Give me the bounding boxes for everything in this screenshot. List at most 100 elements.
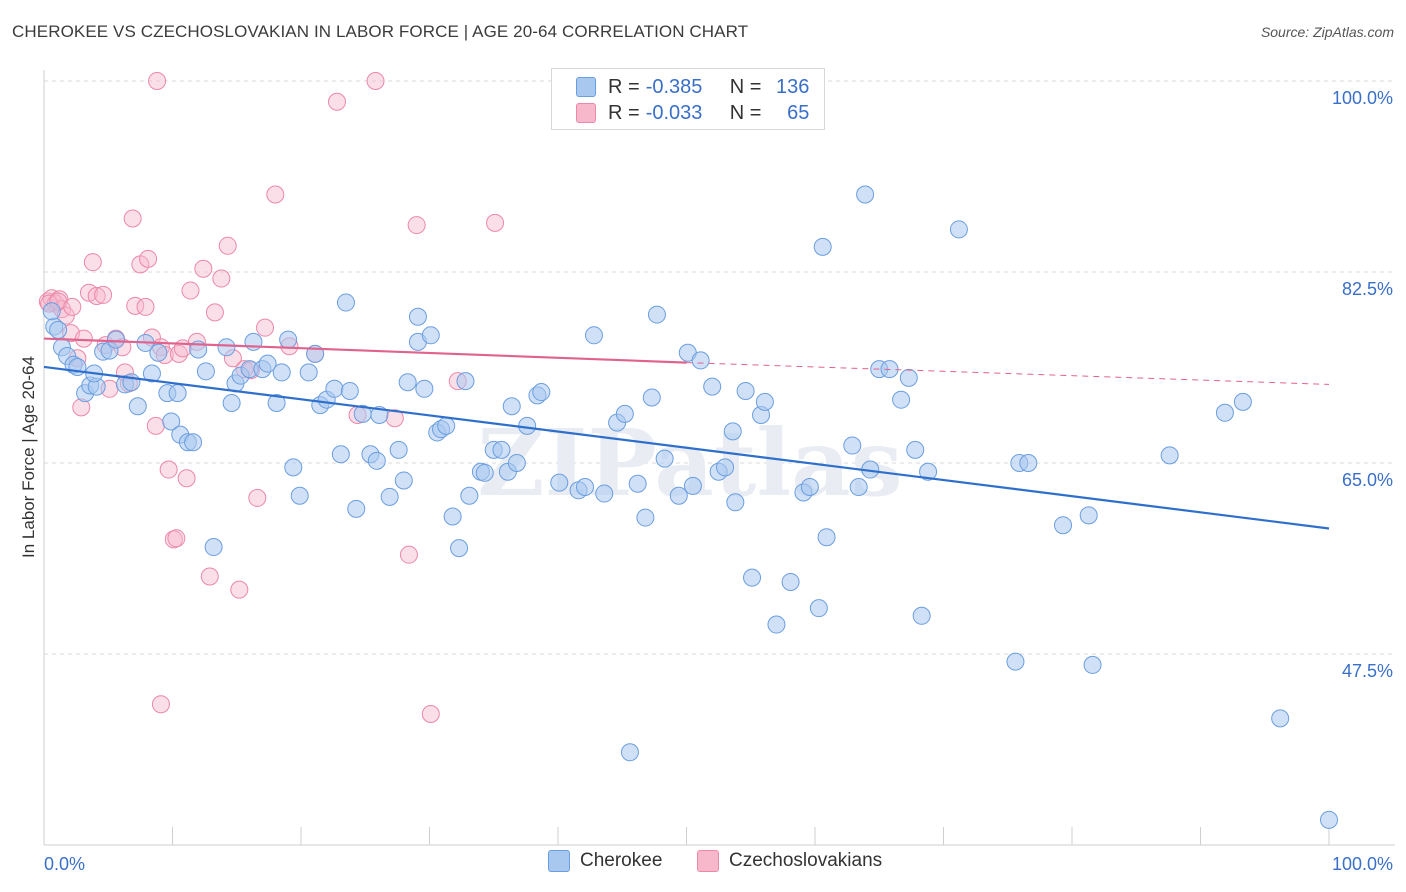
cherokee-point (892, 390, 911, 409)
cherokee-point (325, 379, 344, 398)
czechoslovakians-point (83, 253, 102, 272)
cherokee-point (691, 351, 710, 370)
czechoslovakians-point (148, 72, 167, 90)
cherokee-point (502, 397, 521, 416)
cherokee-point (1233, 392, 1252, 411)
cherokee-point (703, 377, 722, 396)
cherokee-swatch (576, 77, 596, 97)
legend-label: Czechoslovakians (729, 850, 883, 871)
cherokee-point (856, 185, 875, 204)
cherokee-point (272, 363, 291, 382)
czechoslovakians-point (399, 545, 418, 564)
cherokee-point (595, 484, 614, 503)
cherokee-point (456, 372, 475, 391)
cherokee-point (1271, 709, 1290, 728)
czechoslovakians-point (248, 488, 267, 507)
cherokee-point (267, 393, 286, 412)
cherokee-swatch (548, 850, 570, 872)
r-value: -0.385 (645, 75, 703, 98)
czechoslovakians-point (256, 318, 275, 337)
cherokee-point (142, 364, 161, 383)
cherokee-point (906, 440, 925, 459)
cherokee-point (912, 606, 931, 625)
czechoslovakians-point (486, 213, 505, 232)
y-tick-label: 82.5% (1342, 279, 1393, 299)
cherokee-point (284, 458, 303, 477)
cherokee-point (1006, 652, 1025, 671)
cherokee-point (575, 478, 594, 497)
cherokee-point (1079, 506, 1098, 525)
y-tick-label: 47.5% (1342, 661, 1393, 681)
cherokee-point (258, 354, 277, 373)
cherokee-points (42, 72, 1338, 829)
czechoslovakians-point (146, 416, 165, 435)
legend-item-cherokee[interactable]: Cherokee (548, 850, 662, 872)
cherokee-point (642, 388, 661, 407)
cherokee-point (755, 392, 774, 411)
cherokee-point (550, 473, 569, 492)
cherokee-point (669, 486, 688, 505)
czechoslovakians-point (94, 285, 113, 304)
cherokee-point (655, 449, 674, 468)
cherokee-point (1054, 516, 1073, 535)
r-label: R = (608, 101, 640, 124)
cherokee-point (408, 307, 427, 326)
cherokee-point (204, 538, 223, 557)
czechoslovakians-point (181, 281, 200, 300)
cherokee-point (42, 302, 61, 321)
cherokee-point (743, 568, 762, 587)
czechoslovakians-point (421, 705, 440, 724)
czechoslovakians-point (366, 72, 385, 90)
czechoslovakians-point (139, 249, 158, 268)
cherokee-point (813, 237, 832, 256)
cherokee-point (299, 363, 318, 382)
cherokee-point (817, 528, 836, 547)
cherokee-point (128, 397, 147, 416)
cherokee-point (244, 332, 263, 351)
cherokee-point (443, 507, 462, 526)
czechoslovakians-point (266, 185, 285, 204)
cherokee-point (899, 368, 918, 387)
czechoslovakians-point (177, 469, 196, 488)
cherokee-point (716, 458, 735, 477)
czechoslovakians-point (407, 216, 426, 235)
cherokee-point (398, 373, 417, 392)
cherokee-point (394, 471, 413, 490)
czechoslovakians-point (212, 269, 231, 288)
cherokee-point (849, 478, 868, 497)
legend-item-czechoslovakians[interactable]: Czechoslovakians (697, 850, 882, 872)
cherokee-point (415, 379, 434, 398)
cherokee-point (919, 462, 938, 481)
stats-row-cherokee: R = -0.385 N = 136 (576, 75, 809, 99)
n-label: N = (729, 75, 762, 98)
cherokee-point (949, 220, 968, 239)
n-value: 65 (787, 101, 810, 124)
cherokee-point (809, 599, 828, 618)
cherokee-point (340, 381, 359, 400)
cherokee-point (532, 383, 551, 402)
cherokee-point (184, 433, 203, 452)
r-label: R = (608, 75, 640, 98)
axis-labels: 100.0% 82.5% 65.0% 47.5% 0.0% 100.0% In Labor … (19, 88, 1393, 874)
czechoslovakians-point (167, 529, 186, 548)
r-value: -0.033 (645, 101, 703, 124)
cherokee-point (1215, 403, 1234, 422)
axes-layer (43, 70, 1395, 846)
czechoslovakians-point (74, 329, 93, 348)
czechoslovakians-point (327, 92, 346, 111)
cherokee-point (492, 440, 511, 459)
czechoslovakians-point (123, 209, 142, 228)
cherokee-point (1083, 655, 1102, 674)
cherokee-point (367, 451, 386, 470)
cherokee-point (683, 476, 702, 495)
y-tick-label: 100.0% (1332, 88, 1393, 108)
cherokee-point (620, 743, 639, 762)
cherokee-point (584, 326, 603, 345)
cherokee-point (421, 326, 440, 345)
cherokee-point (49, 320, 68, 339)
x-tick-label-min: 0.0% (44, 854, 85, 874)
czechoslovakians-point (136, 297, 155, 316)
y-axis-title: In Labor Force | Age 20-64 (19, 356, 38, 558)
cherokee-point (336, 293, 355, 312)
